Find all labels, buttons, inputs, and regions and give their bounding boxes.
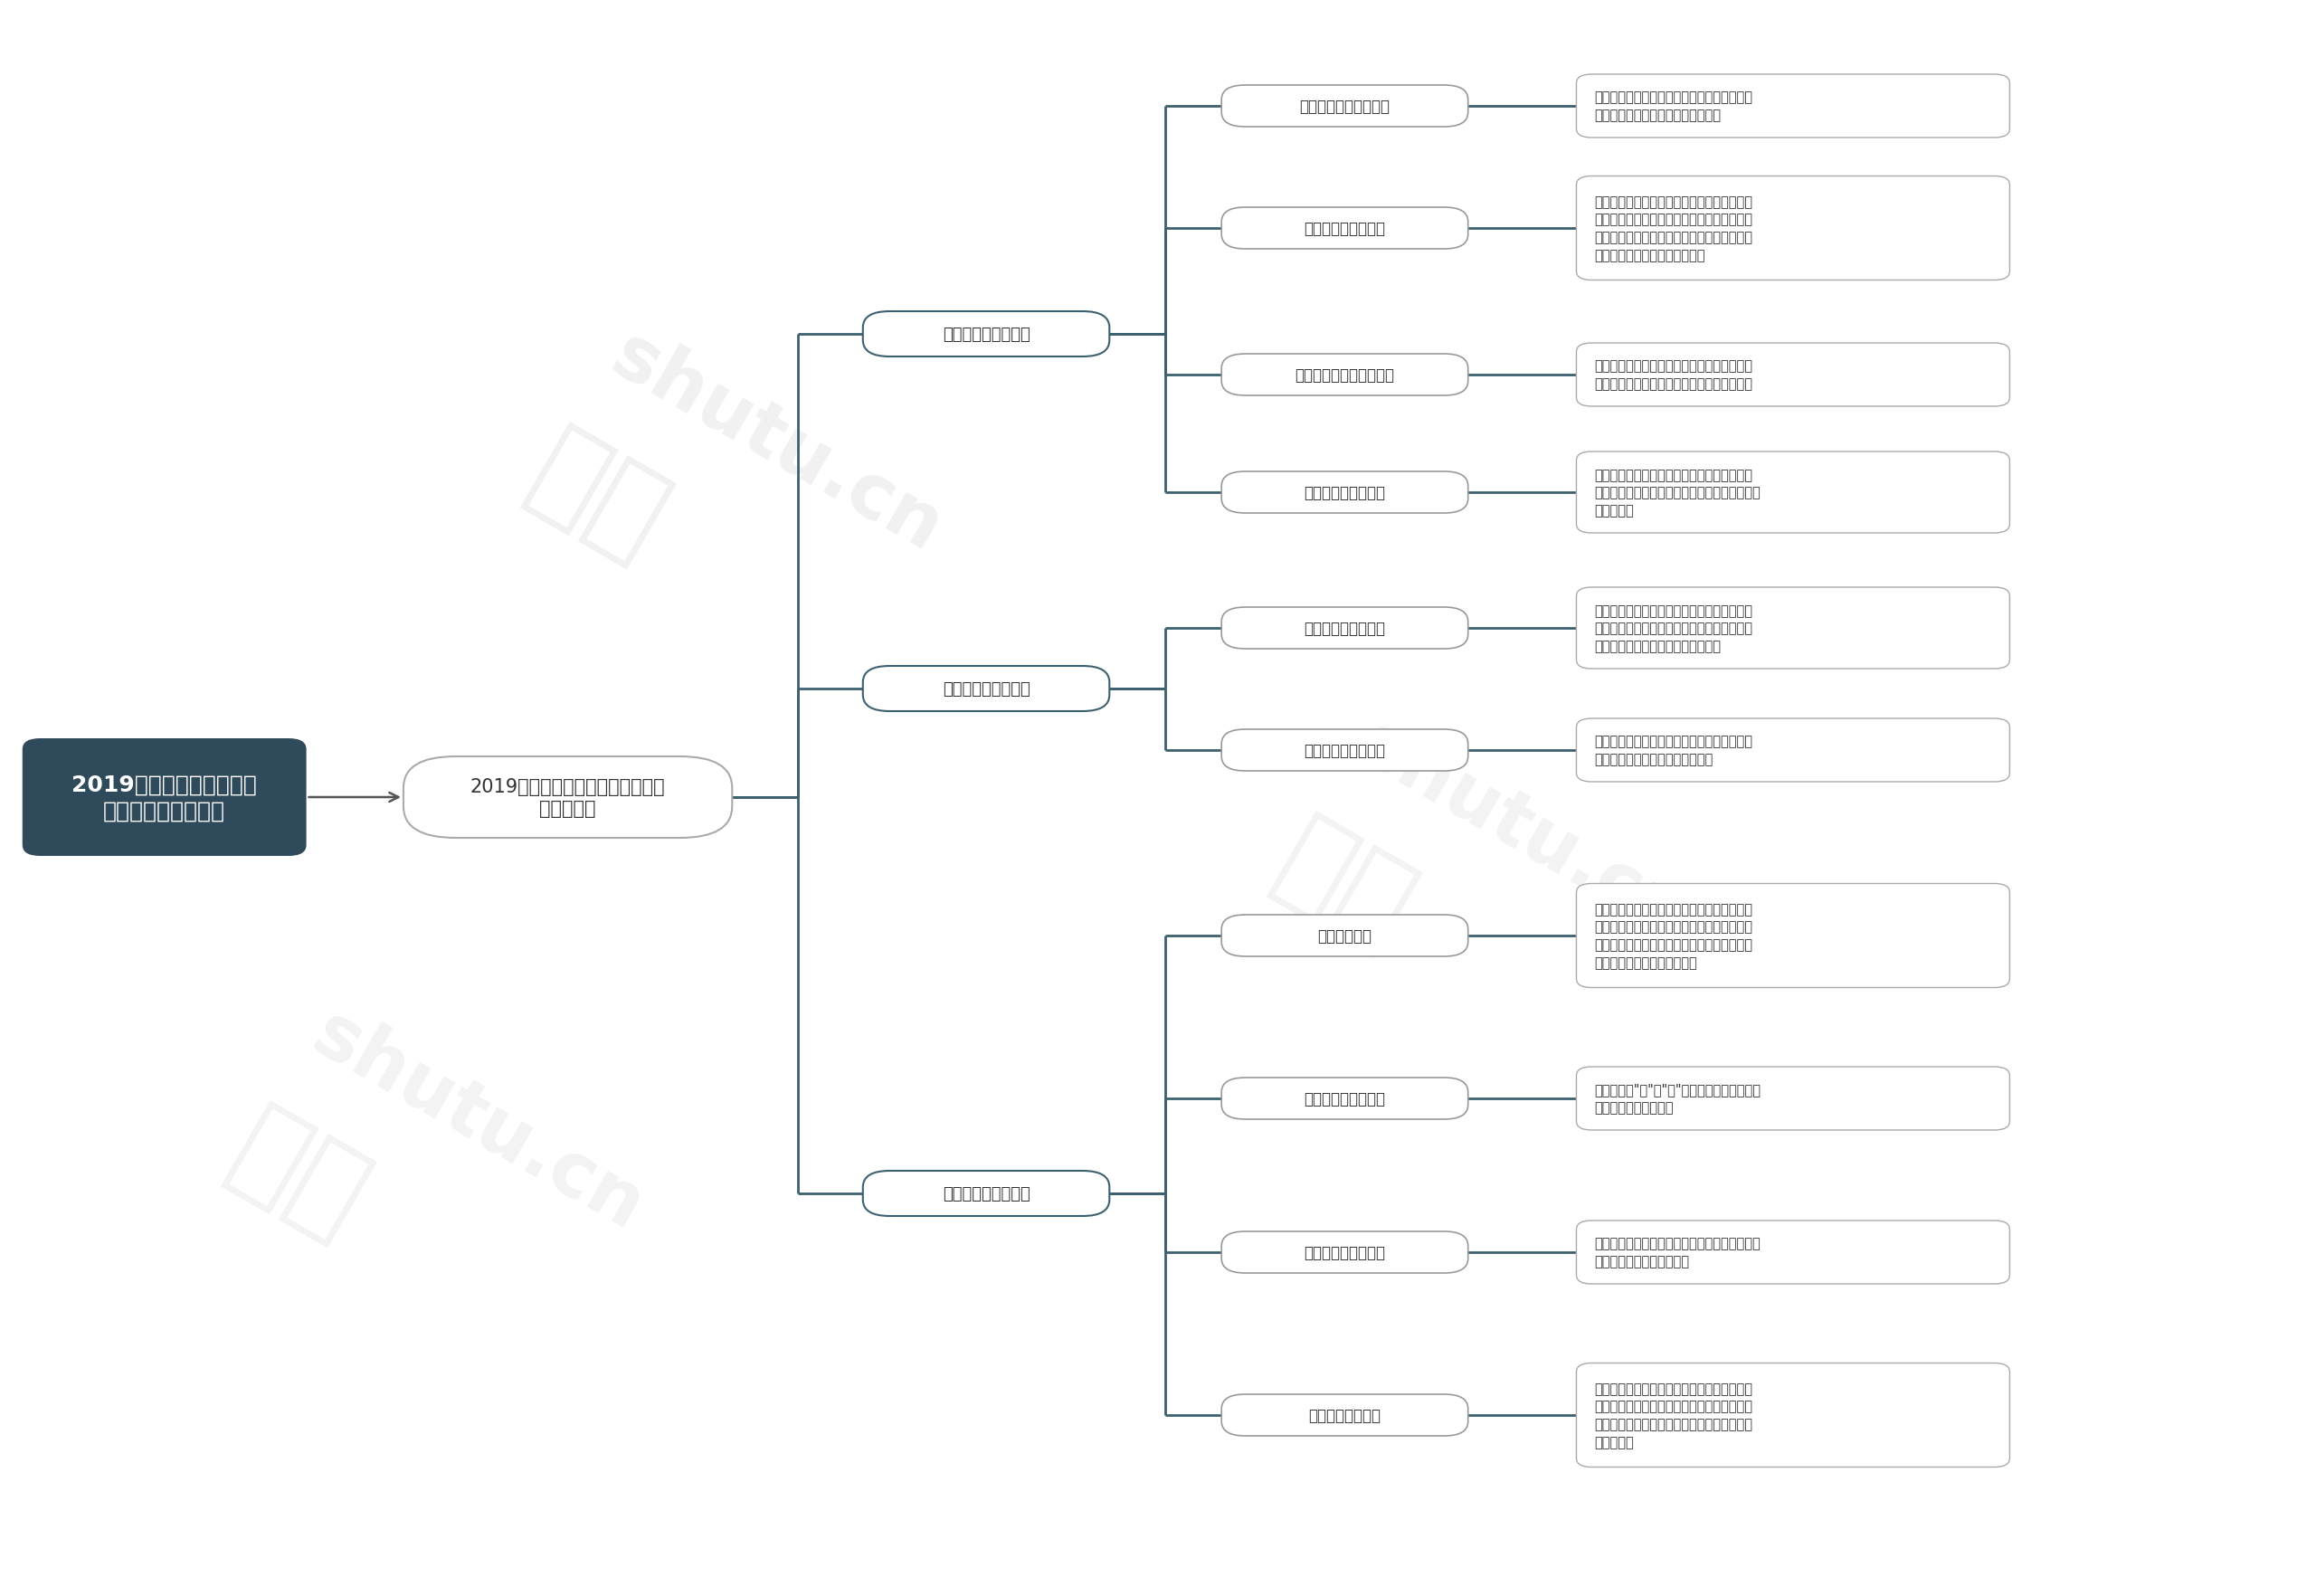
Text: 审题要避免"猜"、"漏"两种不良习惯，为此审
题要从字到词再到句。: 审题要避免"猜"、"漏"两种不良习惯，为此审 题要从字到词再到句。 [1593, 1084, 1760, 1114]
FancyBboxPatch shape [1577, 75, 2010, 139]
Text: 2019高考数学答题技巧：快速提分
掌握三部分: 2019高考数学答题技巧：快速提分 掌握三部分 [470, 777, 665, 817]
FancyBboxPatch shape [1221, 207, 1468, 249]
Text: 第一部分：学习方法: 第一部分：学习方法 [943, 327, 1031, 343]
FancyBboxPatch shape [1577, 177, 2010, 281]
Text: 2019高考数学答题技巧：
快速提分掌握三部分: 2019高考数学答题技巧： 快速提分掌握三部分 [72, 774, 257, 822]
Text: 二、基本概念是根本: 二、基本概念是根本 [1304, 220, 1385, 236]
Text: 树图: 树图 [213, 1095, 384, 1256]
FancyBboxPatch shape [1221, 729, 1468, 771]
FancyBboxPatch shape [1221, 1077, 1468, 1119]
FancyBboxPatch shape [1577, 587, 2010, 669]
Text: 通过训练，从心理上、精力上、准确度上逐渐
调整到考试的最佳状态。该训练一定要在专业
人员指导下进行，否则达不到效果。: 通过训练，从心理上、精力上、准确度上逐渐 调整到考试的最佳状态。该训练一定要在专… [1593, 603, 1753, 653]
Text: 一、加倍递减训练法: 一、加倍递减训练法 [1304, 621, 1385, 637]
FancyBboxPatch shape [1221, 1232, 1468, 1274]
FancyBboxPatch shape [1577, 343, 2010, 407]
Text: shutu.cn: shutu.cn [299, 998, 655, 1245]
Text: 难题是用来拉开分数的，不管你水平高低，都
应该学会绕开难题最后做，不要被难题搞乱思
绪，只有这样才能保证无论什么考试，你都能
排前几名。: 难题是用来拉开分数的，不管你水平高低，都 应该学会绕开难题最后做，不要被难题搞乱… [1593, 1382, 1753, 1449]
Text: 三、作业可巩固所学知识: 三、作业可巩固所学知识 [1295, 367, 1394, 383]
Text: 二、考试从审题开始: 二、考试从审题开始 [1304, 1090, 1385, 1106]
FancyBboxPatch shape [1577, 1221, 2010, 1285]
FancyBboxPatch shape [1577, 884, 2010, 988]
FancyBboxPatch shape [864, 1171, 1109, 1216]
FancyBboxPatch shape [403, 757, 732, 838]
FancyBboxPatch shape [1221, 1395, 1468, 1436]
Text: 作业一定要认真做，不要为节约时间省步骤，
作业不要自检，全面暴露存在的问题是好事。: 作业一定要认真做，不要为节约时间省步骤， 作业不要自检，全面暴露存在的问题是好事… [1593, 359, 1753, 391]
Text: 二、考前不要做新题: 二、考前不要做新题 [1304, 742, 1385, 758]
FancyBboxPatch shape [1221, 472, 1468, 514]
Text: 三、学会使用演算纸: 三、学会使用演算纸 [1304, 1245, 1385, 1261]
Text: 要把演算纸看成是试卷的一部分，要工整有序，
为了方便检查要写上题号。: 要把演算纸看成是试卷的一部分，要工整有序， 为了方便检查要写上题号。 [1593, 1237, 1760, 1269]
Text: 考生要自信，要有客观的考试目标，追求正常
发挥，而不要期望自己超长表现。这样心态会
放的很平和，沉着冷静的同时也要适度紧张，
要使大脑处于最佳活跃状态。: 考生要自信，要有客观的考试目标，追求正常 发挥，而不要期望自己超长表现。这样心态… [1593, 902, 1753, 969]
Text: shutu.cn: shutu.cn [600, 319, 954, 567]
Text: 第二部分：复习方法: 第二部分：复习方法 [943, 681, 1031, 697]
FancyBboxPatch shape [1577, 718, 2010, 782]
FancyBboxPatch shape [864, 311, 1109, 358]
FancyBboxPatch shape [864, 667, 1109, 712]
FancyBboxPatch shape [1221, 86, 1468, 128]
Text: 树图: 树图 [1258, 804, 1431, 967]
FancyBboxPatch shape [1221, 608, 1468, 650]
Text: 四、难题要独立完成: 四、难题要独立完成 [1304, 485, 1385, 501]
Text: 基本概念要一个字一个字理解并记忆，要准确
掌握基本概念的内涵外延。只有思维钻进去才
能了解内涵，思维要发散才能了解外延。只有
概念过关，作题才能又快又准。: 基本概念要一个字一个字理解并记忆，要准确 掌握基本概念的内涵外延。只有思维钻进去… [1593, 195, 1753, 262]
FancyBboxPatch shape [1577, 1068, 2010, 1130]
FancyBboxPatch shape [1221, 915, 1468, 956]
Text: 第三部分：考试方法: 第三部分：考试方法 [943, 1186, 1031, 1202]
Text: shutu.cn: shutu.cn [1346, 709, 1702, 956]
FancyBboxPatch shape [23, 739, 306, 857]
Text: 四、正确对待难题: 四、正确对待难题 [1309, 1408, 1380, 1424]
Text: 考前找到你近期做过的试卷，把错的题重做一
遍，这才是有的放矢的复习方法。: 考前找到你近期做过的试卷，把错的题重做一 遍，这才是有的放矢的复习方法。 [1593, 734, 1753, 766]
FancyBboxPatch shape [1577, 1363, 2010, 1467]
Text: 树图: 树图 [512, 417, 683, 579]
Text: 想要高分一定要过难题关，难题的关键是学会
三种语言的熟练转换。（文字语言、符号语言、
图形语言）: 想要高分一定要过难题关，难题的关键是学会 三种语言的熟练转换。（文字语言、符号语… [1593, 468, 1760, 517]
FancyBboxPatch shape [1577, 452, 2010, 533]
Text: 一、良好心态: 一、良好心态 [1318, 927, 1371, 945]
Text: 最好老师指定预习内容，每天不超过十分钟，
预习的目的就是强制记忆基本概念。: 最好老师指定预习内容，每天不超过十分钟， 预习的目的就是强制记忆基本概念。 [1593, 91, 1753, 123]
FancyBboxPatch shape [1221, 354, 1468, 396]
Text: 一、预习是聪明的选择: 一、预习是聪明的选择 [1299, 99, 1390, 115]
